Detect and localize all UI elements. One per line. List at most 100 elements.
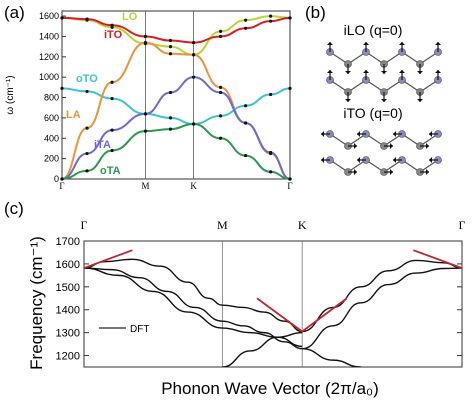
a-ytick-label: 1000 [39,72,59,82]
panel-c-y-axis-label: Frequency (cm⁻¹) [27,236,46,370]
c-dft-branch [84,258,303,333]
a-data-point [60,86,64,90]
a-data-point [288,177,292,181]
panel-a-y-axis-label: ω (cm⁻¹) [5,75,16,114]
a-data-point [143,112,148,116]
b-arrow-head [321,131,324,137]
panel-b-label: (b) [305,3,326,22]
panel-a-series [60,14,292,181]
a-series-line [61,87,291,126]
b-arrow-head [381,71,387,74]
panel-c: (c) 1200 1300 1400 1500 1600 1700 Γ M K Γ Freque… [4,199,466,398]
c-ytick-label: 1600 [56,259,80,271]
a-data-point [143,40,148,45]
a-data-point [288,16,292,20]
panel-a: (a) 0 200 400 600 800 1000 1200 1400 1600 Γ M K Γ ω… [4,3,293,191]
c-dft-branch [302,267,462,350]
a-data-point [110,148,114,153]
a-data-point [218,114,223,118]
b-arrow-head [417,71,423,74]
a-data-point [168,38,173,43]
b-arrow-head [363,70,369,73]
panel-b: (b) iLO (q=0) iTO (q=0) [305,3,442,176]
b-arrow-head [426,169,429,175]
a-data-point [168,127,173,131]
panel-c-plot-area [83,240,463,368]
ito-lattice-diagram [321,130,442,176]
a-ytick-label: 400 [44,133,59,143]
a-data-point [192,40,196,45]
panel-a-label: (a) [4,3,25,22]
a-xtick-label: Γ [287,181,292,191]
a-series-label: oTA [100,165,121,177]
a-data-point [192,75,196,79]
a-data-point [110,80,114,84]
a-xtick-label: K [190,181,197,191]
a-data-point [269,19,273,23]
a-data-point [143,34,148,39]
a-series-label: oTO [76,73,98,85]
b-arrow-head [399,42,405,45]
a-data-point [60,16,64,20]
c-dft-branch [222,331,303,367]
a-data-point [168,90,173,95]
panel-a-plot-area [61,10,291,180]
panel-a-series-labels: LO iTO oTO LA iTA oTA [66,11,138,177]
a-data-point [244,153,248,158]
b-arrow-head [435,70,441,73]
ilo-mode-label: iLO (q=0) [344,22,403,38]
a-data-point [168,116,173,120]
b-arrow-head [345,99,351,102]
a-series-line [61,16,291,44]
a-ytick-label: 1200 [39,52,59,62]
a-ytick-label: 1600 [39,11,59,21]
a-data-point [218,136,223,140]
ilo-lattice-diagram [326,42,442,102]
b-arrow-head [417,99,423,102]
b-arrow-head [399,70,405,73]
b-arrow-head [357,157,360,163]
b-arrow-head [393,157,396,163]
b-arrow-head [390,143,393,149]
a-data-point [218,85,223,89]
b-arrow-head [393,131,396,137]
a-data-point [110,96,114,101]
a-data-point [269,92,273,97]
c-ytick-label: 1400 [56,305,80,317]
a-data-point [218,34,223,39]
a-data-point [168,45,173,49]
a-xtick-label: M [141,181,149,191]
a-data-point [192,53,196,57]
b-arrow-head [327,42,333,45]
panel-c-label: (c) [4,199,24,218]
a-data-point [60,177,64,181]
a-data-point [85,126,89,130]
b-arrow-head [435,42,441,45]
a-data-point [244,121,248,125]
a-data-point [269,14,273,18]
a-series-line [61,76,291,180]
a-data-point [192,122,196,126]
panel-a-y-ticks: 0 200 400 600 800 1000 1200 1400 1600 [39,11,66,184]
c-dft-branch [302,259,462,333]
c-ytick-label: 1200 [56,351,80,363]
c-kohn-anomaly-line [256,297,303,333]
a-ytick-label: 800 [44,93,59,103]
legend-label: DFT [130,324,149,335]
a-series-line [61,41,291,180]
a-data-point [168,52,173,56]
c-dft-branch [302,347,361,367]
b-arrow-head [327,70,333,73]
b-arrow-head [429,157,432,163]
a-xtick-label: Γ [59,181,64,191]
a-data-point [218,90,223,95]
b-arrow-head [381,99,387,102]
a-series-line [61,15,291,56]
a-data-point [85,17,89,21]
a-data-point [218,29,223,33]
b-arrow-head [345,71,351,74]
a-ytick-label: 0 [54,174,59,184]
panel-c-series [84,258,462,367]
b-arrow-head [363,42,369,45]
